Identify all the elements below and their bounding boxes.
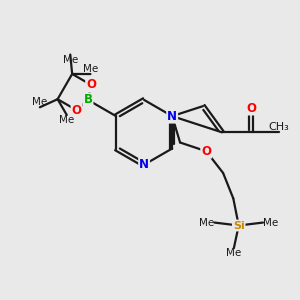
Text: O: O — [86, 78, 96, 92]
Text: Me: Me — [226, 248, 242, 258]
Text: Si: Si — [233, 220, 244, 230]
Text: B: B — [83, 93, 92, 106]
Text: O: O — [201, 145, 211, 158]
Text: N: N — [167, 110, 177, 123]
Text: Me: Me — [83, 64, 98, 74]
Text: O: O — [71, 103, 82, 117]
Text: Me: Me — [63, 55, 78, 64]
Text: Me: Me — [59, 115, 74, 125]
Text: Me: Me — [199, 218, 214, 228]
Text: CH₃: CH₃ — [268, 122, 289, 132]
Text: N: N — [139, 158, 149, 171]
Text: Me: Me — [263, 218, 278, 228]
Text: O: O — [246, 101, 256, 115]
Text: Me: Me — [32, 97, 47, 107]
